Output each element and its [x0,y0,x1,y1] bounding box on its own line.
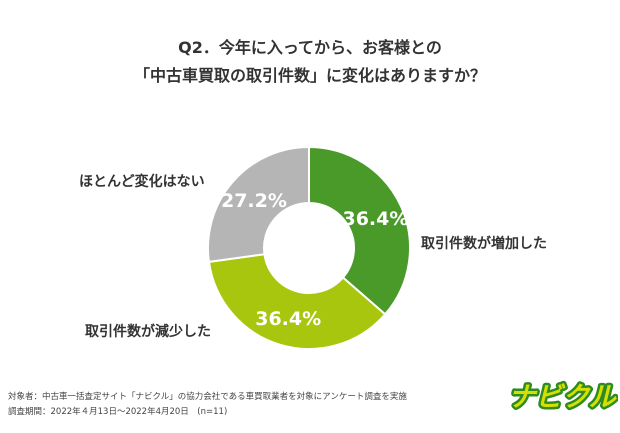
chart-title: Q2．今年に入ってから、お客様との 「中古車買取の取引件数」に変化はありますか？ [0,34,620,90]
category-label-no-change: ほとんど変化はない [79,173,205,190]
title-line-1: Q2．今年に入ってから、お客様との [178,38,442,57]
category-label-increase: 取引件数が増加した [421,235,547,252]
footer-survey-target: 対象者：中古車一括査定サイト「ナビクル」の協力会社である車買取業者を対象にアンケ… [8,392,407,402]
donut-slice-increase [308,145,411,316]
donut-slice-no-change [207,145,310,264]
survey-footer: 対象者：中古車一括査定サイト「ナビクル」の協力会社である車買取業者を対象にアンケ… [8,390,407,420]
category-label-decrease: 取引件数が減少した [85,323,211,340]
value-label-decrease: 36.4% [255,308,321,330]
donut-slice-decrease [207,253,387,350]
logo-outline: ナビクル [508,382,617,413]
logo-text: ナビクル [508,382,617,413]
value-label-no-change: 27.2% [221,190,287,212]
value-label-increase: 36.4% [342,208,408,230]
footer-survey-period: 調査期間：2022年４月13日〜2022年4月20日 (n=11) [8,407,228,417]
title-line-2: 「中古車買取の取引件数」に変化はありますか？ [133,66,486,85]
navikuru-logo: ナビクル ナビクル [506,380,618,416]
